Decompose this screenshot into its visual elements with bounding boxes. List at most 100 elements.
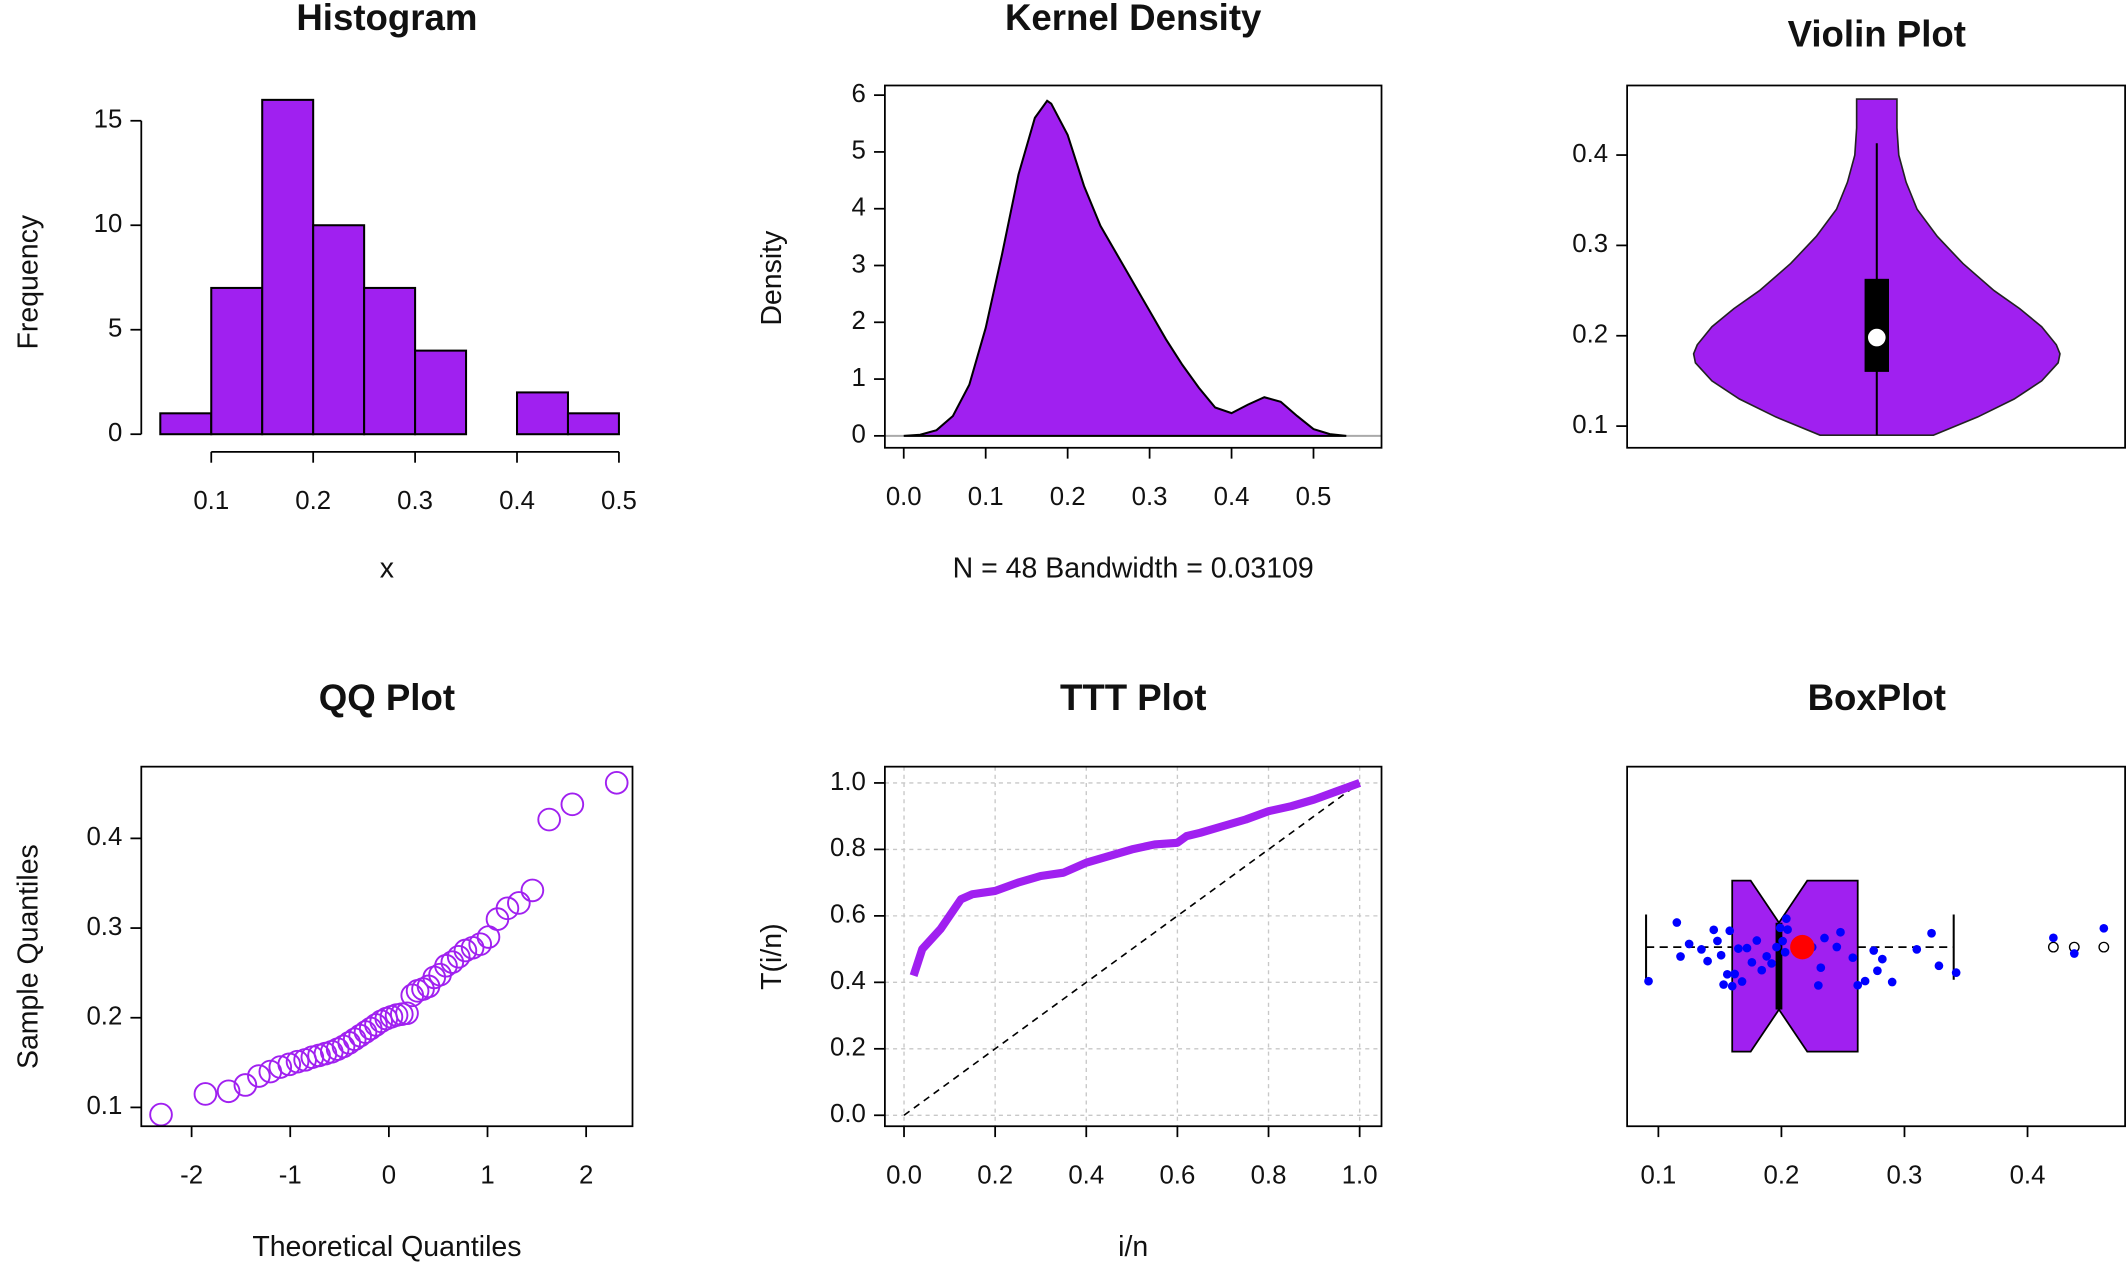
jitter-point xyxy=(1772,942,1781,952)
y-tick-label: 4 xyxy=(852,194,866,222)
point xyxy=(369,1009,393,1034)
x-tick-label: 0.3 xyxy=(1132,483,1168,511)
point xyxy=(285,1049,310,1074)
y-tick-label: 0.1 xyxy=(1572,411,1608,439)
jitter-point xyxy=(1709,925,1719,935)
jitter-point xyxy=(1644,976,1653,986)
y-axis-label: T(i/n) xyxy=(756,923,788,989)
point xyxy=(395,1001,419,1026)
jitter-point xyxy=(1727,981,1737,991)
bar xyxy=(414,349,468,436)
bar xyxy=(363,286,417,436)
mean xyxy=(1790,934,1815,960)
x-axis-label: N = 48 Bandwidth = 0.03109 xyxy=(953,552,1314,584)
y-axis-label: Sample Quantiles xyxy=(13,844,45,1069)
jitter-point xyxy=(1672,918,1682,927)
y-tick-label: 5 xyxy=(108,315,122,343)
point xyxy=(507,891,531,915)
y-tick-label: 0.2 xyxy=(86,1003,122,1031)
point xyxy=(331,1034,356,1059)
jitter-point xyxy=(1722,970,1732,979)
bar xyxy=(312,224,366,436)
x-tick-label: 0.0 xyxy=(886,483,922,511)
jitter-point xyxy=(1816,963,1826,973)
chart-title: QQ Plot xyxy=(319,677,455,718)
y-tick-label: 1 xyxy=(852,364,866,392)
plot-frame xyxy=(140,765,634,1128)
jitter-point xyxy=(1877,954,1887,964)
x-tick-label: 1 xyxy=(480,1161,494,1189)
y-tick-label: 0.3 xyxy=(86,913,122,941)
y-axis-label: Density xyxy=(756,230,788,326)
jitter-point xyxy=(1757,965,1767,975)
jitter-point xyxy=(1951,968,1961,977)
point xyxy=(434,953,458,978)
jitter-point xyxy=(1813,981,1823,990)
point xyxy=(468,932,493,957)
y-tick-label: 10 xyxy=(94,210,123,238)
x-tick-label: 0 xyxy=(382,1161,396,1189)
y-tick-label: 0.2 xyxy=(830,1034,866,1062)
x-tick-label: 0.2 xyxy=(1050,483,1086,511)
y-tick-label: 0.4 xyxy=(830,967,866,995)
jitter-point xyxy=(1860,976,1870,986)
jitter-point xyxy=(1778,936,1787,946)
x-tick-label: 0.3 xyxy=(1887,1161,1923,1189)
chart-title: TTT Plot xyxy=(1060,677,1206,718)
point xyxy=(193,1082,218,1106)
jitter-point xyxy=(1730,969,1740,979)
jitter-point xyxy=(1742,943,1752,953)
ttt-line xyxy=(909,779,1362,977)
x-tick-label: 0.0 xyxy=(886,1161,922,1189)
jitter-point xyxy=(2099,923,2109,933)
jitter-point xyxy=(1676,952,1685,961)
jitter-point xyxy=(1725,926,1735,936)
x-tick-label: 0.2 xyxy=(295,487,331,515)
x-tick-label: 0.1 xyxy=(193,487,229,515)
y-tick-label: 0.6 xyxy=(830,901,866,929)
point xyxy=(604,770,629,795)
y-tick-label: 0.4 xyxy=(1572,140,1608,168)
y-tick-label: 0.0 xyxy=(830,1100,866,1128)
y-tick-label: 1.0 xyxy=(830,768,866,796)
x-tick-label: 0.2 xyxy=(1764,1161,1800,1189)
y-tick-label: 3 xyxy=(852,250,866,278)
jitter-point xyxy=(1832,942,1842,952)
jitter-point xyxy=(1836,927,1845,937)
jitter-point xyxy=(1887,977,1897,987)
outlier xyxy=(2098,941,2110,953)
plot-frame xyxy=(1626,765,2126,1128)
y-tick-label: 0 xyxy=(108,419,122,447)
jitter-point xyxy=(1684,939,1694,949)
jitter-point xyxy=(1853,980,1863,990)
outlier xyxy=(2047,941,2059,953)
jitter-point xyxy=(1869,946,1879,955)
jitter-point xyxy=(1780,947,1790,957)
y-tick-label: 0.4 xyxy=(86,823,122,851)
x-axis-label: i/n xyxy=(1118,1231,1148,1263)
point xyxy=(520,878,545,903)
jitter-point xyxy=(1912,945,1922,954)
jitter-point xyxy=(2069,949,2079,958)
y-tick-label: 6 xyxy=(852,80,866,108)
y-tick-label: 5 xyxy=(852,137,866,165)
jitter-point xyxy=(1782,914,1791,923)
jitter-point xyxy=(1767,959,1776,968)
jitter-point xyxy=(1752,936,1762,945)
x-tick-label: 0.4 xyxy=(1214,483,1250,511)
plot-frame xyxy=(884,765,1383,1128)
x-tick-label: 0.8 xyxy=(1251,1161,1287,1189)
bar xyxy=(566,412,620,436)
jitter-point xyxy=(1697,945,1706,954)
point xyxy=(440,950,465,974)
y-axis-label: Frequency xyxy=(13,214,45,349)
bar xyxy=(159,412,213,436)
x-tick-label: 0.1 xyxy=(1640,1161,1676,1189)
bar xyxy=(515,391,569,436)
jitter-point xyxy=(1783,925,1792,934)
y-tick-label: 0.2 xyxy=(1572,321,1608,349)
jitter-point xyxy=(1703,956,1712,966)
x-tick-label: 0.5 xyxy=(1296,483,1332,511)
y-tick-label: 0.8 xyxy=(830,834,866,862)
